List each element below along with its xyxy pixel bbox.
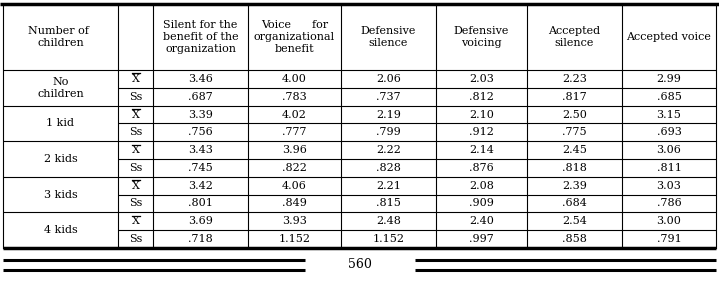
Text: .737: .737 (376, 92, 400, 102)
Text: 2.40: 2.40 (469, 216, 494, 226)
Text: .777: .777 (283, 127, 307, 137)
Text: Ss: Ss (129, 234, 142, 244)
Text: .876: .876 (469, 163, 494, 173)
Text: .783: .783 (282, 92, 307, 102)
Text: .818: .818 (562, 163, 587, 173)
Text: 3.15: 3.15 (656, 110, 682, 119)
Text: 4.06: 4.06 (282, 181, 307, 191)
Text: .775: .775 (562, 127, 587, 137)
Text: .997: .997 (469, 234, 494, 244)
Text: .849: .849 (282, 199, 307, 208)
Text: 3.03: 3.03 (656, 181, 682, 191)
Text: 2 kids: 2 kids (44, 154, 78, 164)
Text: .912: .912 (469, 127, 494, 137)
Text: 3.42: 3.42 (188, 181, 213, 191)
Text: 4.02: 4.02 (282, 110, 307, 119)
Text: 3.00: 3.00 (656, 216, 682, 226)
Text: .685: .685 (656, 92, 682, 102)
Text: Ss: Ss (129, 163, 142, 173)
Text: 1.152: 1.152 (372, 234, 405, 244)
Text: .815: .815 (376, 199, 401, 208)
Text: 4 kids: 4 kids (44, 225, 78, 235)
Text: Voice      for
organizational
benefit: Voice for organizational benefit (254, 20, 335, 54)
Text: 1 kid: 1 kid (47, 118, 75, 128)
Text: Defensive
voicing: Defensive voicing (454, 26, 509, 48)
Text: Ss: Ss (129, 92, 142, 102)
Text: 4.00: 4.00 (282, 74, 307, 84)
Text: X: X (132, 216, 139, 226)
Text: 3.06: 3.06 (656, 145, 682, 155)
Text: .786: .786 (656, 199, 682, 208)
Text: .817: .817 (562, 92, 587, 102)
Text: 2.48: 2.48 (376, 216, 401, 226)
Text: 2.99: 2.99 (656, 74, 682, 84)
Text: 2.45: 2.45 (562, 145, 587, 155)
Text: 2.03: 2.03 (469, 74, 494, 84)
Text: .684: .684 (562, 199, 587, 208)
Text: .756: .756 (188, 127, 213, 137)
Text: 3 kids: 3 kids (44, 190, 78, 200)
Text: No
children: No children (37, 77, 84, 99)
Text: 560: 560 (347, 258, 372, 272)
Text: 2.19: 2.19 (376, 110, 401, 119)
Text: .909: .909 (469, 199, 494, 208)
Text: 2.10: 2.10 (469, 110, 494, 119)
Text: Ss: Ss (129, 127, 142, 137)
Text: 2.22: 2.22 (376, 145, 401, 155)
Text: X: X (132, 181, 139, 191)
Text: Defensive
silence: Defensive silence (361, 26, 416, 48)
Text: .718: .718 (188, 234, 213, 244)
Text: 2.23: 2.23 (562, 74, 587, 84)
Text: .822: .822 (282, 163, 307, 173)
Text: 3.46: 3.46 (188, 74, 213, 84)
Text: .801: .801 (188, 199, 213, 208)
Text: X: X (132, 110, 139, 119)
Text: X: X (132, 74, 139, 84)
Text: 2.50: 2.50 (562, 110, 587, 119)
Text: .812: .812 (469, 92, 494, 102)
Text: Number of 
children: Number of children (28, 26, 93, 48)
Text: 3.39: 3.39 (188, 110, 213, 119)
Text: 2.54: 2.54 (562, 216, 587, 226)
Text: 3.96: 3.96 (282, 145, 307, 155)
Text: .745: .745 (188, 163, 213, 173)
Text: 2.21: 2.21 (376, 181, 401, 191)
Text: 2.06: 2.06 (376, 74, 401, 84)
Text: .799: .799 (376, 127, 401, 137)
Text: X: X (132, 145, 139, 155)
Text: Ss: Ss (129, 199, 142, 208)
Text: 3.43: 3.43 (188, 145, 213, 155)
Text: 2.14: 2.14 (469, 145, 494, 155)
Text: Accepted voice: Accepted voice (626, 32, 711, 42)
Text: .858: .858 (562, 234, 587, 244)
Text: 2.39: 2.39 (562, 181, 587, 191)
Text: 1.152: 1.152 (278, 234, 311, 244)
Text: .693: .693 (656, 127, 682, 137)
Text: .811: .811 (656, 163, 682, 173)
Text: 3.93: 3.93 (282, 216, 307, 226)
Text: 3.69: 3.69 (188, 216, 213, 226)
Text: .791: .791 (656, 234, 682, 244)
Text: Accepted
silence: Accepted silence (549, 26, 600, 48)
Text: 2.08: 2.08 (469, 181, 494, 191)
Text: .687: .687 (188, 92, 213, 102)
Text: .828: .828 (376, 163, 401, 173)
Text: Silent for the
benefit of the
organization: Silent for the benefit of the organizati… (162, 20, 238, 54)
